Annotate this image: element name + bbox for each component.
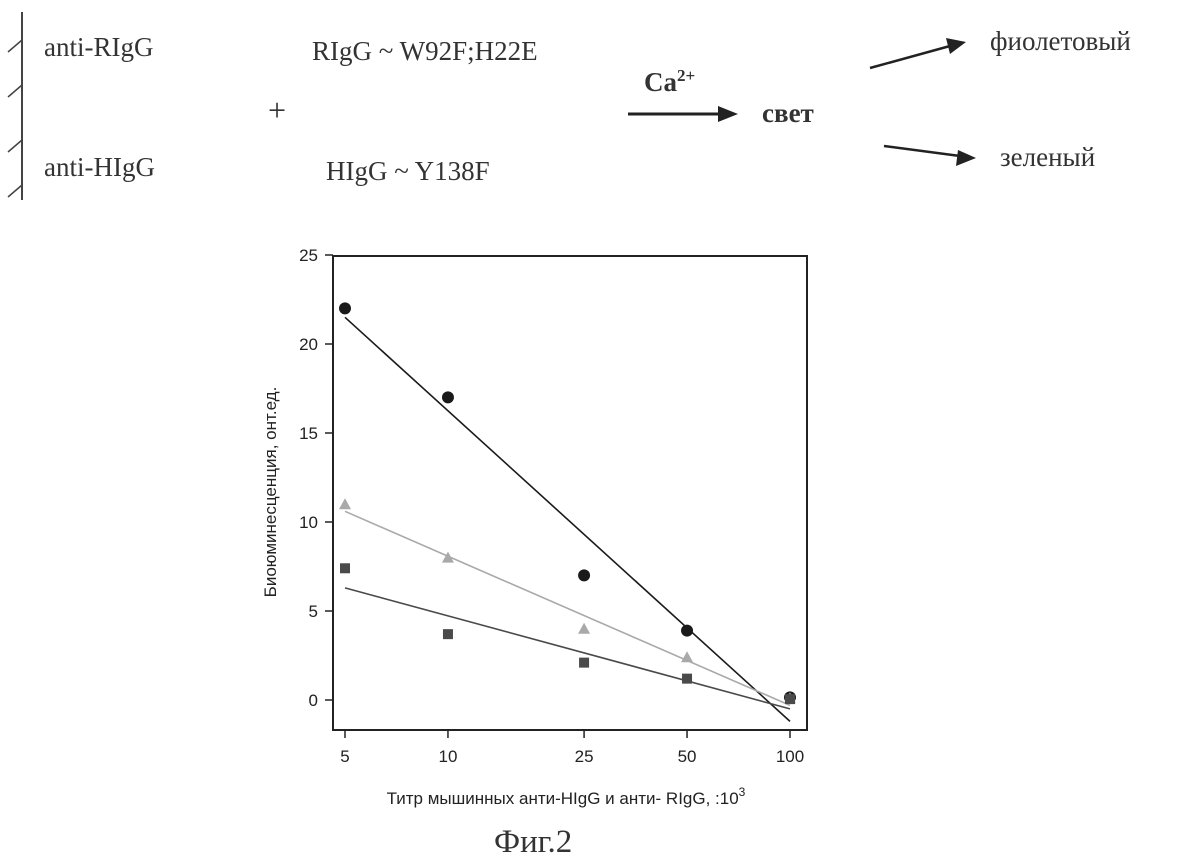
- output-green: зеленый: [1000, 142, 1096, 172]
- violet-arrow: [869, 44, 951, 70]
- y-axis-label: Биоюминесценция, онт.ед.: [261, 387, 280, 598]
- trend-line-circle: [344, 316, 791, 722]
- data-point-square: [682, 673, 693, 684]
- antibody-anti-higg: anti-HIgG: [44, 152, 155, 182]
- violet-arrow-head: [946, 38, 966, 54]
- data-point-circle: [681, 624, 694, 637]
- data-point-triangle: [441, 551, 454, 563]
- x-tick-label: 50: [678, 747, 697, 766]
- x-axis-label-text: Титр мышинных анти-HIgG и анти- RIgG, :1…: [387, 789, 739, 808]
- data-point-triangle: [578, 622, 591, 634]
- x-tick-label: 25: [575, 747, 594, 766]
- reaction-arrow-head: [718, 106, 738, 122]
- catalyst-superscript: 2+: [677, 66, 696, 85]
- green-arrow-head: [956, 150, 976, 166]
- data-point-circle: [339, 302, 351, 315]
- y-tick-label: 10: [299, 513, 318, 532]
- x-axis-label: Титр мышинных анти-HIgG и анти- RIgG, :1…: [387, 785, 746, 808]
- conjugate-rigg: RIgG ~ W92F;H22E: [312, 36, 538, 66]
- y-tick-label: 25: [299, 246, 318, 265]
- border-tick: [7, 39, 23, 53]
- figure-label: Фиг.2: [494, 824, 573, 860]
- y-tick-label: 0: [309, 691, 318, 710]
- data-point-square: [785, 694, 795, 705]
- data-points: [339, 302, 796, 705]
- data-point-triangle: [681, 651, 694, 663]
- data-point-square: [340, 563, 350, 574]
- y-tick-label: 5: [309, 602, 318, 621]
- trend-line-triangle: [344, 510, 791, 707]
- x-tick-label: 100: [776, 747, 804, 766]
- green-arrow: [883, 144, 961, 158]
- reaction-scheme-lines: [7, 12, 976, 200]
- data-point-square: [579, 657, 590, 668]
- y-axis: 0 5 10 15 20 25: [299, 246, 333, 710]
- catalyst-base: Ca: [644, 67, 677, 97]
- data-point-circle: [441, 391, 454, 404]
- y-tick-label: 15: [299, 424, 318, 443]
- plus-sign: +: [268, 92, 287, 128]
- data-point-square: [442, 629, 453, 640]
- trend-lines: [344, 316, 791, 722]
- x-axis: 5 10 25 50 100: [340, 730, 804, 766]
- conjugate-higg: HIgG ~ Y138F: [326, 156, 490, 186]
- y-tick-label: 20: [299, 335, 318, 354]
- product-light: свет: [762, 98, 814, 128]
- x-tick-label: 10: [439, 747, 458, 766]
- catalyst-label: Ca2+: [644, 66, 695, 98]
- antibody-anti-rigg: anti-RIgG: [44, 32, 154, 62]
- border-tick: [7, 184, 23, 198]
- plot-frame: [332, 255, 808, 731]
- data-point-triangle: [339, 498, 351, 510]
- bioluminescence-chart: 0 5 10 15 20 25 5 10 25 50 100 Биоюминесценция, о…: [261, 246, 808, 808]
- x-tick-label: 5: [340, 747, 349, 766]
- border-tick: [7, 84, 23, 98]
- data-point-circle: [578, 569, 591, 582]
- output-violet: фиолетовый: [990, 26, 1131, 56]
- x-axis-label-superscript: 3: [739, 785, 746, 799]
- border-tick: [7, 139, 23, 153]
- trend-line-square: [344, 587, 791, 710]
